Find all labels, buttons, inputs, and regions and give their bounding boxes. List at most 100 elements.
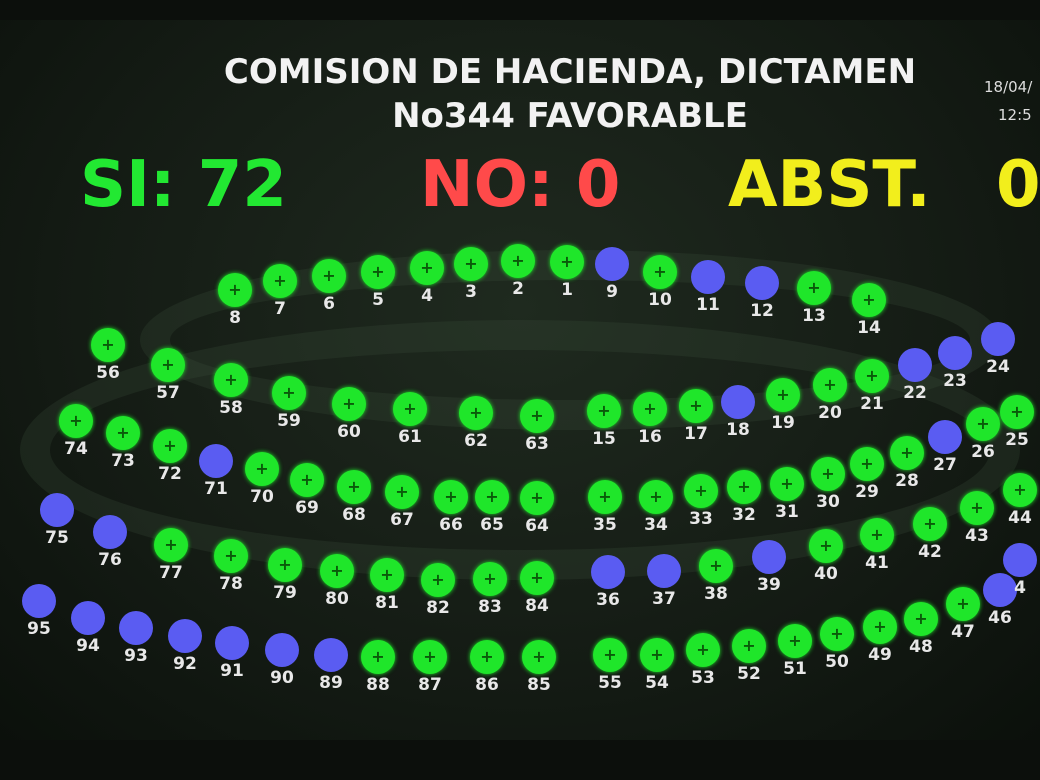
seat-number: 16 <box>638 427 662 447</box>
seat-56: + <box>91 328 125 362</box>
seat-77: + <box>154 528 188 562</box>
plus-icon: + <box>830 624 844 643</box>
plus-icon: + <box>530 488 544 507</box>
seat-39 <box>752 540 786 574</box>
seat-number: 34 <box>644 515 668 535</box>
seat-54: + <box>640 638 674 672</box>
plus-icon: + <box>163 436 177 455</box>
seat-63: + <box>520 399 554 433</box>
seat-14: + <box>852 283 886 317</box>
seat-number: 95 <box>27 619 51 639</box>
seat-51: + <box>778 624 812 658</box>
plus-icon: + <box>956 594 970 613</box>
plus-icon: + <box>69 411 83 430</box>
seat-number: 10 <box>648 290 672 310</box>
plus-icon: + <box>347 477 361 496</box>
seat-10: + <box>643 255 677 289</box>
seat-number: 80 <box>325 589 349 609</box>
seat-44: + <box>1003 473 1037 507</box>
seat-66: + <box>434 480 468 514</box>
seat-91 <box>215 626 249 660</box>
plus-icon: + <box>776 385 790 404</box>
seat-94 <box>71 601 105 635</box>
seat-19: + <box>766 378 800 412</box>
plus-icon: + <box>228 280 242 299</box>
seat-9 <box>595 247 629 281</box>
seat-90 <box>265 633 299 667</box>
plus-icon: + <box>342 394 356 413</box>
abstain-label: ABST. <box>728 148 931 222</box>
seat-number: 93 <box>124 646 148 666</box>
seat-number: 43 <box>965 526 989 546</box>
seat-number: 1 <box>561 280 573 300</box>
seat-number: 6 <box>323 294 335 314</box>
seat-21: + <box>855 359 889 393</box>
seat-48: + <box>904 602 938 636</box>
seat-81: + <box>370 558 404 592</box>
seat-35: + <box>588 480 622 514</box>
seat-number: 51 <box>783 659 807 679</box>
seat-15: + <box>587 394 621 428</box>
plus-icon: + <box>1013 480 1027 499</box>
seat-number: 73 <box>111 451 135 471</box>
seat-number: 63 <box>525 434 549 454</box>
seat-7: + <box>263 264 297 298</box>
seat-number: 86 <box>475 675 499 695</box>
seat-67: + <box>385 475 419 509</box>
seat-number: 59 <box>277 411 301 431</box>
seat-26: + <box>966 407 1000 441</box>
plus-icon: + <box>371 262 385 281</box>
seat-number: 76 <box>98 550 122 570</box>
date: 18/04/ <box>984 78 1033 96</box>
seat-87: + <box>413 640 447 674</box>
seat-number: 36 <box>596 590 620 610</box>
seat-number: 7 <box>274 299 286 319</box>
abstain-count: 0 <box>996 148 1040 222</box>
seat-42: + <box>913 507 947 541</box>
seat-16: + <box>633 392 667 426</box>
seat-number: 74 <box>64 439 88 459</box>
seat-number: 12 <box>750 301 774 321</box>
seat-50: + <box>820 617 854 651</box>
seat-73: + <box>106 416 140 450</box>
motion-title: COMISION DE HACIENDA, DICTAMEN <box>223 52 917 92</box>
plus-icon: + <box>395 482 409 501</box>
seat-number: 58 <box>219 398 243 418</box>
time: 12:5 <box>998 106 1032 124</box>
plus-icon: + <box>224 546 238 565</box>
seat-number: 70 <box>250 487 274 507</box>
seat-number: 31 <box>775 502 799 522</box>
plus-icon: + <box>116 423 130 442</box>
seat-75 <box>40 493 74 527</box>
no-label: NO: <box>420 148 554 222</box>
seat-58: + <box>214 363 248 397</box>
plus-icon: + <box>970 498 984 517</box>
plus-icon: + <box>649 487 663 506</box>
plus-icon: + <box>819 536 833 555</box>
plus-icon: + <box>696 640 710 659</box>
plus-icon: + <box>530 406 544 425</box>
plus-icon: + <box>923 514 937 533</box>
seat-65: + <box>475 480 509 514</box>
seat-number: 35 <box>593 515 617 535</box>
seat-number: 19 <box>771 413 795 433</box>
seat-number: 46 <box>988 608 1012 628</box>
plus-icon: + <box>161 355 175 374</box>
seat-33: + <box>684 474 718 508</box>
seat-79: + <box>268 548 302 582</box>
seat-83: + <box>473 562 507 596</box>
seat-71 <box>199 444 233 478</box>
seat-number: 75 <box>45 528 69 548</box>
seat-43: + <box>960 491 994 525</box>
seat-number: 87 <box>418 675 442 695</box>
plus-icon: + <box>485 487 499 506</box>
seat-number: 69 <box>295 498 319 518</box>
seat-13: + <box>797 271 831 305</box>
seat-6: + <box>312 259 346 293</box>
seat-number: 21 <box>860 394 884 414</box>
seat-95 <box>22 584 56 618</box>
plus-icon: + <box>976 414 990 433</box>
seat-number: 67 <box>390 510 414 530</box>
seat-number: 60 <box>337 422 361 442</box>
plus-icon: + <box>380 565 394 584</box>
